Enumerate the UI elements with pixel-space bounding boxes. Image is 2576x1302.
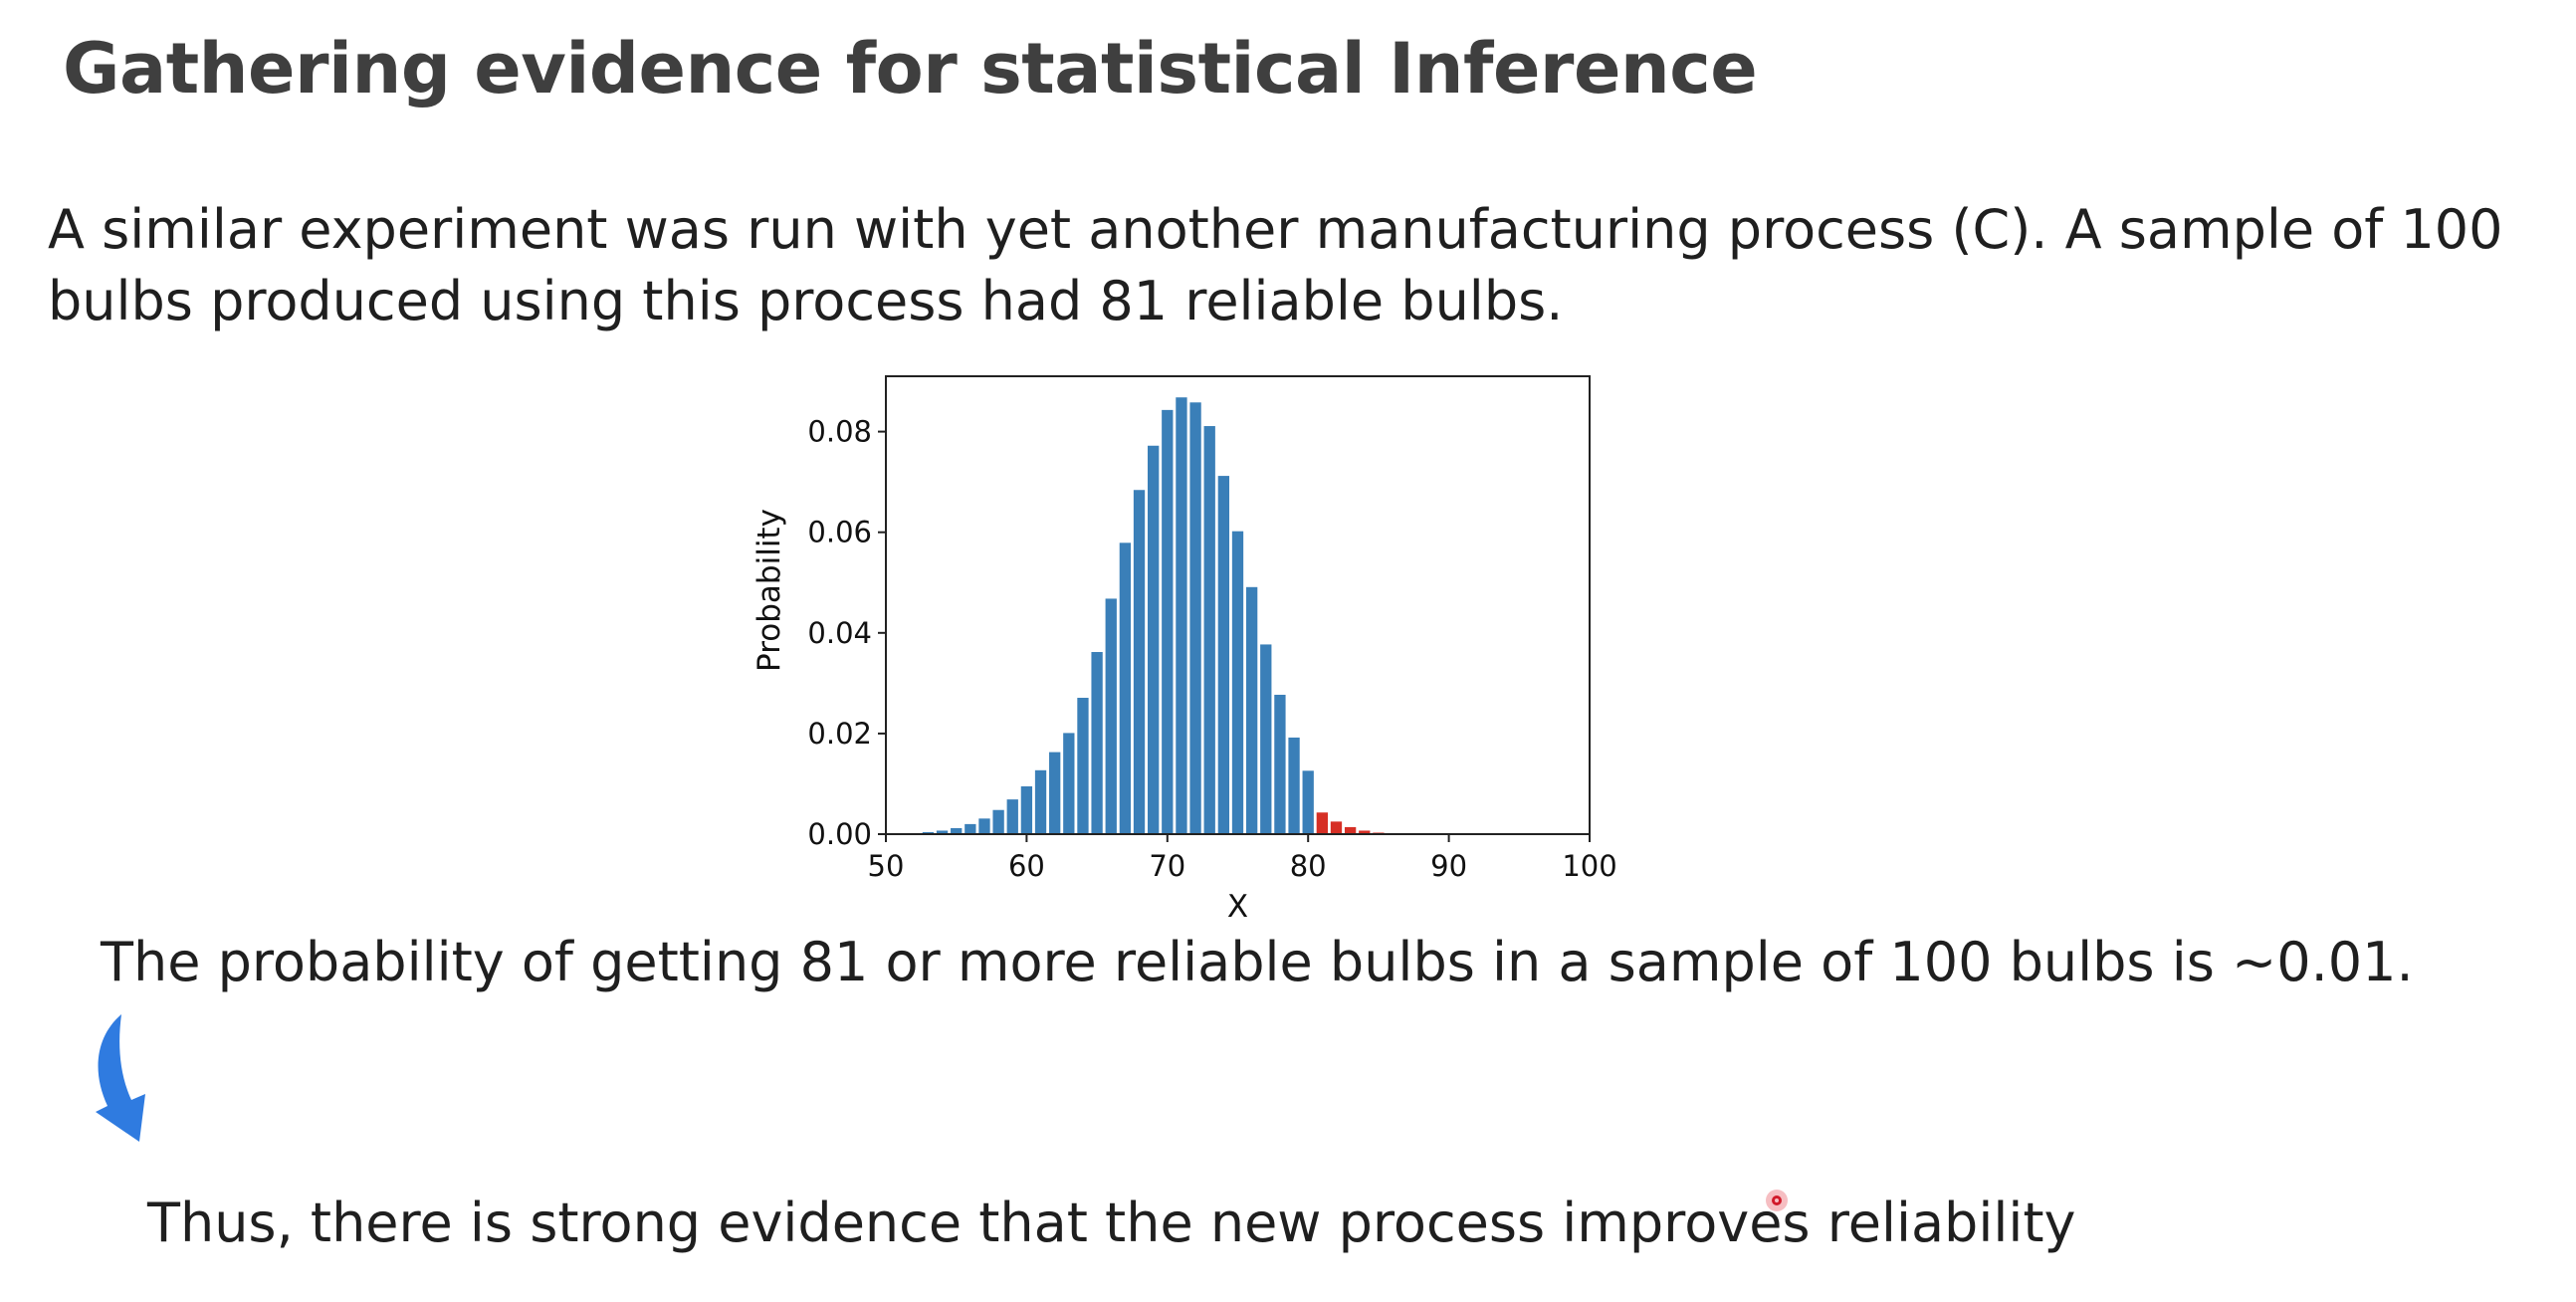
intro-line-2: bulbs produced using this process had 81… [48, 270, 1564, 332]
x-tick-label: 60 [1008, 849, 1045, 883]
chart-bar [1034, 769, 1047, 834]
x-tick-label: 90 [1430, 849, 1467, 883]
chart-bar [1063, 733, 1075, 834]
chart-bar [922, 831, 935, 834]
chart-bar [1077, 698, 1089, 834]
chart-bar [1260, 644, 1272, 834]
conclusion-statement: Thus, there is strong evidence that the … [147, 1192, 2076, 1254]
probability-statement: The probability of getting 81 or more re… [101, 931, 2414, 993]
chart-bar [1189, 402, 1201, 834]
chart-bar [1049, 752, 1061, 834]
x-tick-label: 70 [1149, 849, 1185, 883]
x-axis-label: X [1227, 889, 1248, 925]
y-tick-label: 0.04 [807, 616, 872, 650]
chart-bar [1133, 490, 1146, 834]
y-tick-label: 0.00 [807, 817, 872, 851]
chart-bar [992, 809, 1004, 834]
chart-bar [1105, 598, 1117, 834]
chart-bar [1344, 826, 1357, 834]
chart-bar [1091, 652, 1103, 834]
y-tick-label: 0.06 [807, 516, 872, 549]
chart-bar [1302, 770, 1314, 834]
chart-bar [1217, 476, 1230, 834]
chart-frame [885, 375, 1591, 835]
chart-bar [936, 830, 949, 834]
chart-bar [1359, 830, 1371, 834]
chart-bar [1203, 426, 1215, 834]
y-axis-label: Probability [751, 509, 787, 672]
chart-bar [1288, 737, 1300, 834]
chart-bar [1245, 586, 1258, 834]
chart-bar [1162, 409, 1174, 834]
chart-bar [1231, 531, 1244, 834]
x-tick-label: 100 [1562, 849, 1616, 883]
chart-bar [1119, 542, 1132, 834]
chart-bar [1020, 785, 1033, 834]
pointer-cursor-icon [1766, 1190, 1788, 1211]
chart-bar [1176, 397, 1187, 834]
chart-bar [1006, 799, 1018, 834]
chart-bar [978, 818, 990, 834]
chart-bar [1274, 694, 1286, 834]
curved-down-arrow-icon [84, 1010, 153, 1149]
intro-line-1: A similar experiment was run with yet an… [48, 198, 2503, 261]
x-tick-label: 80 [1290, 849, 1327, 883]
chart-bar [951, 827, 963, 834]
y-tick-label: 0.02 [807, 717, 872, 751]
chart-bar [1316, 812, 1328, 834]
chart-bar [965, 823, 976, 834]
intro-paragraph: A similar experiment was run with yet an… [48, 194, 2536, 337]
x-tick-label: 50 [868, 849, 905, 883]
chart-bar [1330, 821, 1343, 834]
probability-bar-chart: 50 60 70 80 90 100 0.00 0.02 0.04 0.06 0.08 X Probab… [751, 375, 1617, 925]
y-tick-label: 0.08 [807, 415, 872, 449]
slide-title: Gathering evidence for statistical Infer… [63, 28, 1758, 109]
chart-bar [1148, 445, 1160, 834]
